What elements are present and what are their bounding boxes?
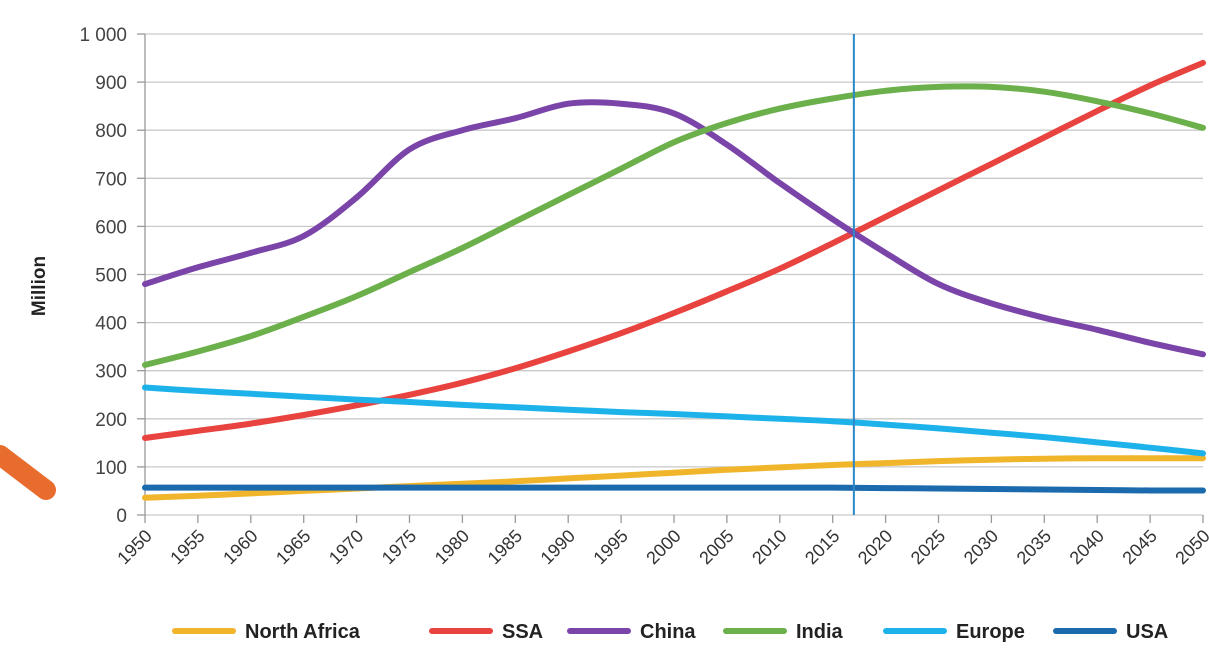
x-tick-label: 2050 — [1171, 526, 1209, 568]
x-tick-label: 1965 — [272, 526, 314, 568]
series-line-usa — [142, 484, 1206, 494]
x-tick-label: 2005 — [695, 526, 737, 568]
legend-label-usa: USA — [1126, 621, 1168, 643]
y-tick-label: 700 — [95, 169, 127, 190]
y-axis: 0 100 200 300 400 500 600 700 800 900 1 000 — [79, 25, 146, 527]
series-line-europe — [142, 384, 1206, 457]
legend-label-ssa: SSA — [502, 621, 543, 643]
legend-label-europe: Europe — [956, 621, 1025, 643]
y-tick-label: 800 — [95, 121, 127, 142]
y-tick-label: 200 — [95, 410, 127, 431]
x-tick-label: 1955 — [166, 526, 208, 568]
x-axis: 1950 1955 1960 1965 1970 1975 1980 1985 1990 1995… — [113, 515, 1209, 568]
y-tick-label: 400 — [95, 314, 127, 335]
x-tick-label: 2030 — [960, 526, 1002, 568]
y-tick-label: 100 — [95, 458, 127, 479]
y-axis-label: Million — [29, 256, 50, 316]
legend-label-north-africa: North Africa — [245, 621, 361, 643]
x-tick-label: 2045 — [1118, 526, 1160, 568]
y-tick-label: 600 — [95, 217, 127, 238]
series-line-china — [142, 99, 1206, 358]
x-tick-label: 2040 — [1066, 526, 1108, 568]
decorative-orange-stroke — [0, 445, 56, 500]
x-tick-label: 2010 — [748, 526, 790, 568]
x-tick-label: 2020 — [854, 526, 896, 568]
legend: North Africa SSA China India Europe USA — [172, 621, 1168, 643]
x-tick-label: 1980 — [431, 526, 473, 568]
x-tick-label: 2025 — [907, 526, 949, 568]
gridlines — [145, 33, 1203, 516]
x-tick-label: 1970 — [325, 526, 367, 568]
x-tick-label: 1995 — [589, 526, 631, 568]
x-tick-label: 2000 — [642, 526, 684, 568]
legend-label-india: India — [796, 621, 844, 643]
y-tick-label: 1 000 — [79, 25, 127, 46]
y-tick-label: 500 — [95, 266, 127, 287]
x-tick-label: 1990 — [537, 526, 579, 568]
x-tick-label: 1985 — [484, 526, 526, 568]
x-tick-label: 1950 — [113, 526, 155, 568]
y-tick-label: 300 — [95, 362, 127, 383]
x-tick-label: 1975 — [378, 526, 420, 568]
series-line-india — [142, 83, 1206, 368]
x-tick-label: 1960 — [219, 526, 261, 568]
x-tick-label: 2015 — [801, 526, 843, 568]
series-lines — [142, 59, 1206, 501]
y-tick-label: 0 — [116, 506, 127, 527]
legend-label-china: China — [640, 621, 696, 643]
x-tick-label: 2035 — [1013, 526, 1055, 568]
y-tick-label: 900 — [95, 73, 127, 94]
series-line-ssa — [142, 59, 1206, 441]
